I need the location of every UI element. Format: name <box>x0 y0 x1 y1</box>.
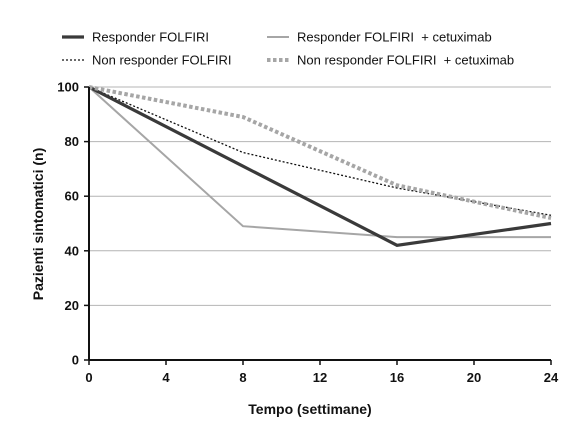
series-line-2 <box>88 86 551 239</box>
series-lines <box>88 85 552 247</box>
legend: Responder FOLFIRI Responder FOLFIRI + cet… <box>62 30 514 68</box>
x-axis-title: Tempo (settimane) <box>248 401 371 417</box>
x-tick-label-0: 0 <box>85 370 92 385</box>
legend-label-3: Non responder FOLFIRI <box>92 53 231 68</box>
legend-label-1: Responder FOLFIRI <box>92 30 209 45</box>
x-tick-label-20: 20 <box>467 370 481 385</box>
y-tick-label-0: 0 <box>72 353 79 368</box>
x-tick-label-24: 24 <box>544 370 559 385</box>
y-axis-title: Pazienti sintomatici (n) <box>30 148 46 300</box>
series-line-1 <box>88 85 552 247</box>
x-tick-label-4: 4 <box>162 370 170 385</box>
y-tick-label-20: 20 <box>65 298 79 313</box>
x-tick-label-12: 12 <box>313 370 327 385</box>
y-tick-label-40: 40 <box>65 243 79 258</box>
y-tick-label-60: 60 <box>65 189 79 204</box>
x-tick-label-16: 16 <box>390 370 404 385</box>
gridlines <box>89 86 551 306</box>
y-tick-labels: 0 20 40 60 80 100 <box>57 80 79 368</box>
x-tick-label-8: 8 <box>239 370 246 385</box>
x-tick-labels: 0 4 8 12 16 20 24 <box>85 370 559 385</box>
y-tick-label-100: 100 <box>57 80 79 95</box>
axes <box>84 86 552 365</box>
y-tick-label-80: 80 <box>65 134 79 149</box>
legend-label-4: Non responder FOLFIRI + cetuximab <box>297 53 514 68</box>
series-line-4 <box>88 85 552 220</box>
legend-label-2: Responder FOLFIRI + cetuximab <box>297 30 492 45</box>
